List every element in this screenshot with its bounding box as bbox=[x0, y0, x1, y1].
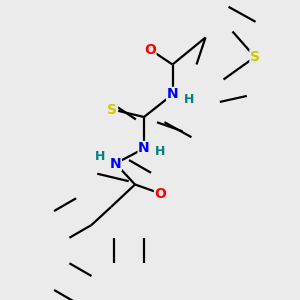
Text: S: S bbox=[107, 103, 118, 116]
Text: N: N bbox=[110, 157, 121, 170]
Text: H: H bbox=[95, 149, 106, 163]
Text: H: H bbox=[155, 145, 166, 158]
Text: N: N bbox=[167, 88, 178, 101]
Text: N: N bbox=[138, 142, 150, 155]
Text: O: O bbox=[154, 187, 166, 200]
Text: H: H bbox=[184, 93, 194, 106]
Text: O: O bbox=[144, 43, 156, 56]
Text: S: S bbox=[250, 50, 260, 64]
